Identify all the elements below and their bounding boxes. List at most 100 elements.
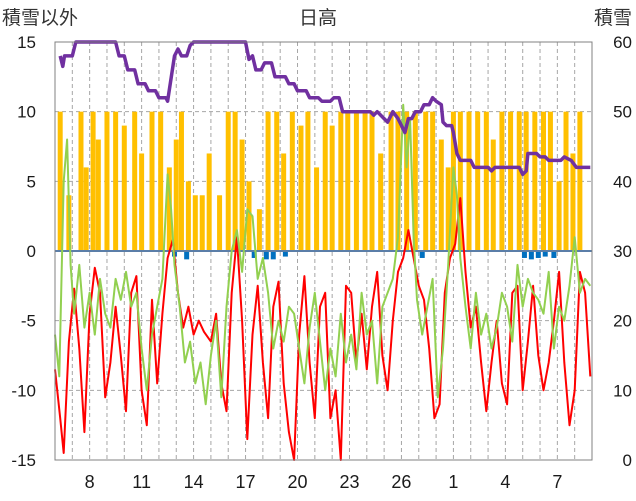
bar [178, 111, 184, 252]
x-tick-label: 8 [85, 472, 95, 492]
bar [345, 111, 351, 252]
bar [90, 111, 96, 252]
bar [577, 111, 583, 252]
bar [274, 111, 280, 252]
bar [57, 111, 63, 252]
y-tick-label-right: 60 [613, 33, 632, 52]
bar [251, 251, 257, 258]
bar [104, 111, 110, 252]
bar [185, 181, 191, 251]
bar [483, 111, 489, 252]
bar [173, 139, 179, 251]
bar [438, 139, 444, 251]
bar [378, 153, 384, 251]
bar [412, 111, 418, 252]
series-line [54, 197, 592, 461]
bar [475, 111, 481, 252]
bar [362, 111, 368, 252]
bar [516, 111, 522, 252]
x-tick-label: 4 [500, 472, 510, 492]
bar [281, 153, 287, 251]
x-tick-label: 17 [236, 472, 256, 492]
series-line [54, 103, 592, 406]
plot-frame [54, 41, 593, 461]
bar [404, 111, 410, 252]
bar [289, 111, 295, 252]
bar [466, 111, 472, 252]
bar [270, 251, 276, 260]
bar [395, 111, 401, 252]
bar [139, 153, 145, 251]
bar [263, 251, 269, 260]
bar [192, 195, 198, 251]
y-tick-label-right: 40 [613, 172, 632, 191]
bar [314, 167, 320, 251]
bar [388, 111, 394, 252]
bar [535, 251, 541, 258]
bar [217, 195, 223, 251]
line-series [54, 40, 592, 461]
bar [256, 209, 262, 251]
bar [166, 167, 172, 251]
bar [556, 181, 562, 251]
y-tick-label-left: 15 [17, 33, 36, 52]
x-tick-label: 26 [391, 472, 411, 492]
bar [132, 111, 138, 252]
y-tick-label-right: 30 [613, 242, 632, 261]
bar [78, 111, 84, 252]
bar [542, 251, 548, 257]
plot-border [54, 41, 593, 461]
y-tick-label-left: -10 [11, 381, 36, 400]
x-tick-label: 1 [448, 472, 458, 492]
bar [206, 153, 212, 251]
bar [265, 111, 271, 252]
bar [563, 111, 569, 252]
bar [570, 153, 576, 251]
bar [521, 251, 527, 258]
y-tick-label-right: 10 [613, 381, 632, 400]
right-axis-title: 積雪 [594, 7, 632, 29]
bar [508, 111, 514, 252]
chart-title: 日高 [299, 7, 337, 29]
x-tick-label: 7 [552, 472, 562, 492]
y-tick-label-right: 0 [623, 451, 632, 470]
y-tick-label-left: 0 [27, 242, 36, 261]
bar [338, 111, 344, 252]
bar [282, 251, 288, 257]
bar [121, 125, 127, 251]
x-tick-label: 14 [184, 472, 204, 492]
bar [158, 111, 164, 252]
bar [95, 139, 101, 251]
bar [457, 111, 463, 252]
y-tick-label-right: 50 [613, 103, 632, 122]
bar [225, 111, 231, 252]
y-tick-label-left: -15 [11, 451, 36, 470]
bar [445, 167, 451, 251]
bar [83, 167, 89, 251]
bar [369, 111, 375, 252]
bar [305, 111, 311, 252]
x-tick-label: 23 [339, 472, 359, 492]
bar [499, 111, 505, 252]
bar [528, 251, 534, 260]
bar [423, 111, 429, 252]
bar [353, 111, 359, 252]
bar [239, 139, 245, 251]
bar [430, 111, 436, 252]
bar [490, 139, 496, 251]
x-tick-label: 20 [288, 472, 308, 492]
y-tick-label-left: 10 [17, 103, 36, 122]
bar [419, 251, 425, 258]
left-axis-title: 積雪以外 [2, 7, 78, 29]
x-ticks: 8 11 14 17 20 23 26 1 4 7 [85, 472, 563, 492]
bar [540, 111, 546, 252]
y-tick-label-left: -5 [21, 312, 36, 331]
bar [149, 111, 155, 252]
y-tick-label-left: 5 [27, 172, 36, 191]
bar-series [57, 111, 583, 260]
x-tick-label: 11 [132, 472, 151, 492]
bar [199, 195, 205, 251]
bar [246, 181, 252, 251]
bar [232, 111, 238, 252]
bar [298, 125, 304, 251]
